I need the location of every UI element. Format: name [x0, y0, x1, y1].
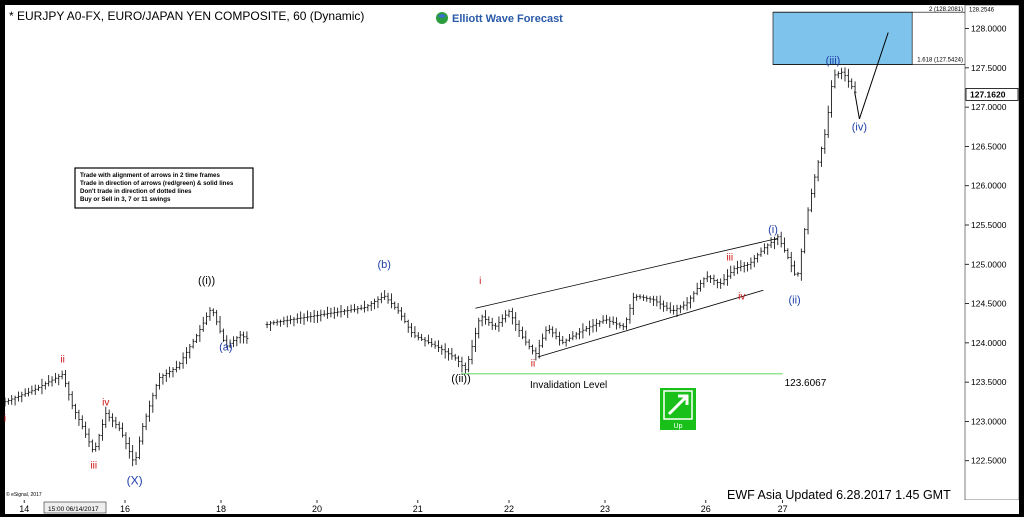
- brand-name: Elliott Wave Forecast: [452, 13, 563, 25]
- invalidation-value: 123.6067: [785, 378, 827, 389]
- x-axis: 14 16 18 20 21 22 23 26 27: [19, 500, 788, 514]
- last-price-box: [965, 88, 1019, 101]
- wave-label: ii: [531, 358, 535, 369]
- rules-box-border: [74, 167, 254, 209]
- rules-line-4: Buy or Sell in 3, 7 or 11 swings: [80, 196, 171, 203]
- x-tick-label: 14: [19, 504, 29, 514]
- wave-label: iv: [738, 292, 745, 303]
- x-tick-label: 18: [216, 504, 226, 514]
- up-badge-inner: [663, 390, 693, 420]
- wave-label: (a): [219, 342, 232, 354]
- y-tick-label: 127.5000: [971, 63, 1007, 73]
- up-badge: Up: [660, 388, 696, 430]
- x-tick-label: 21: [413, 504, 423, 514]
- invalidation-label: Invalidation Level: [530, 380, 607, 391]
- x-tick-label: 16: [120, 504, 130, 514]
- wave-label: i: [479, 276, 481, 287]
- projection-down-leg: [854, 91, 860, 120]
- update-banner: EWF Asia Updated 6.28.2017 1.45 GMT: [727, 488, 951, 502]
- channel-lines: [475, 32, 889, 358]
- top-price-label: 128.2546: [969, 8, 995, 14]
- x-tick-label: 26: [701, 504, 711, 514]
- y-tick-label: 123.5000: [971, 377, 1007, 387]
- y-tick-label: 124.0000: [971, 338, 1007, 348]
- y-axis: 122.5000 123.0000 123.5000 124.0000 124.5000…: [965, 8, 1019, 466]
- brand-logo: Elliott Wave Forecast: [436, 12, 563, 25]
- y-tick-label: 125.5000: [971, 220, 1007, 230]
- y-tick-label: 128.0000: [971, 24, 1007, 34]
- target-zone-layer: 1.618 (127.5424) 2 (128.2081) Invalidation…: [461, 7, 965, 391]
- rules-box: Trade with alignment of arrows in 2 time…: [74, 167, 254, 209]
- x-tick-label: 22: [504, 504, 514, 514]
- y-tick-label: 125.0000: [971, 259, 1007, 269]
- globe-icon-highlight: [438, 14, 446, 18]
- projection-up-leg: [858, 32, 889, 120]
- fib-2-label: 2 (128.2081): [929, 7, 963, 13]
- up-badge-label: Up: [674, 423, 683, 430]
- y-tick-label: 124.5000: [971, 299, 1007, 309]
- cursor-time-box: [43, 501, 107, 514]
- arrow-up-right-icon: [667, 394, 689, 416]
- wave-label: iii: [726, 252, 733, 263]
- channel-line-1: [475, 237, 778, 309]
- wave-label: ((i)): [198, 275, 215, 287]
- rules-line-2: Trade in direction of arrows (red/green)…: [80, 180, 234, 187]
- time-axis-area: [5, 500, 1019, 514]
- x-tick-label: 20: [312, 504, 322, 514]
- y-tick-label: 126.5000: [971, 141, 1007, 151]
- wave-label: (iii): [826, 55, 841, 67]
- wave-label: ii: [60, 355, 64, 366]
- copyright: © eSignal, 2017: [6, 491, 42, 498]
- wave-label: iii: [90, 461, 97, 472]
- wave-label: i: [4, 413, 6, 424]
- plot-area[interactable]: [5, 5, 965, 500]
- rules-line-3: Don't trade in direction of dotted lines: [80, 188, 192, 195]
- wave-label: iv: [102, 398, 109, 409]
- wave-label: ((ii)): [451, 373, 471, 385]
- y-tick-label: 126.0000: [971, 181, 1007, 191]
- fib-1618-label: 1.618 (127.5424): [917, 58, 963, 64]
- wave-label: (iv): [852, 122, 867, 134]
- ohlc-bars: [3, 67, 857, 467]
- cursor-time: 15:00 06/14/2017: [48, 506, 99, 513]
- target-zone-box: [772, 11, 913, 65]
- wave-label: (b): [377, 259, 390, 271]
- wave-label: (i): [768, 224, 778, 236]
- x-tick-label: 27: [778, 504, 788, 514]
- y-tick-label: 127.0000: [971, 102, 1007, 112]
- wave-label: (X): [127, 473, 143, 487]
- x-tick-label: 23: [600, 504, 610, 514]
- channel-line-2: [537, 289, 764, 358]
- price-axis-area: [964, 4, 1020, 501]
- rules-line-1: Trade with alignment of arrows in 2 time…: [80, 172, 220, 179]
- wave-label: (ii): [788, 295, 800, 307]
- last-price-label: 127.1620: [970, 89, 1006, 99]
- y-tick-label: 122.5000: [971, 456, 1007, 466]
- chart-title: * EURJPY A0-FX, EURO/JAPAN YEN COMPOSITE…: [9, 9, 364, 23]
- wave-labels: iiiiiiiv(X)((i))(a)(b)((ii))iiiiiiiv(i)(…: [4, 55, 867, 487]
- y-tick-label: 123.0000: [971, 416, 1007, 426]
